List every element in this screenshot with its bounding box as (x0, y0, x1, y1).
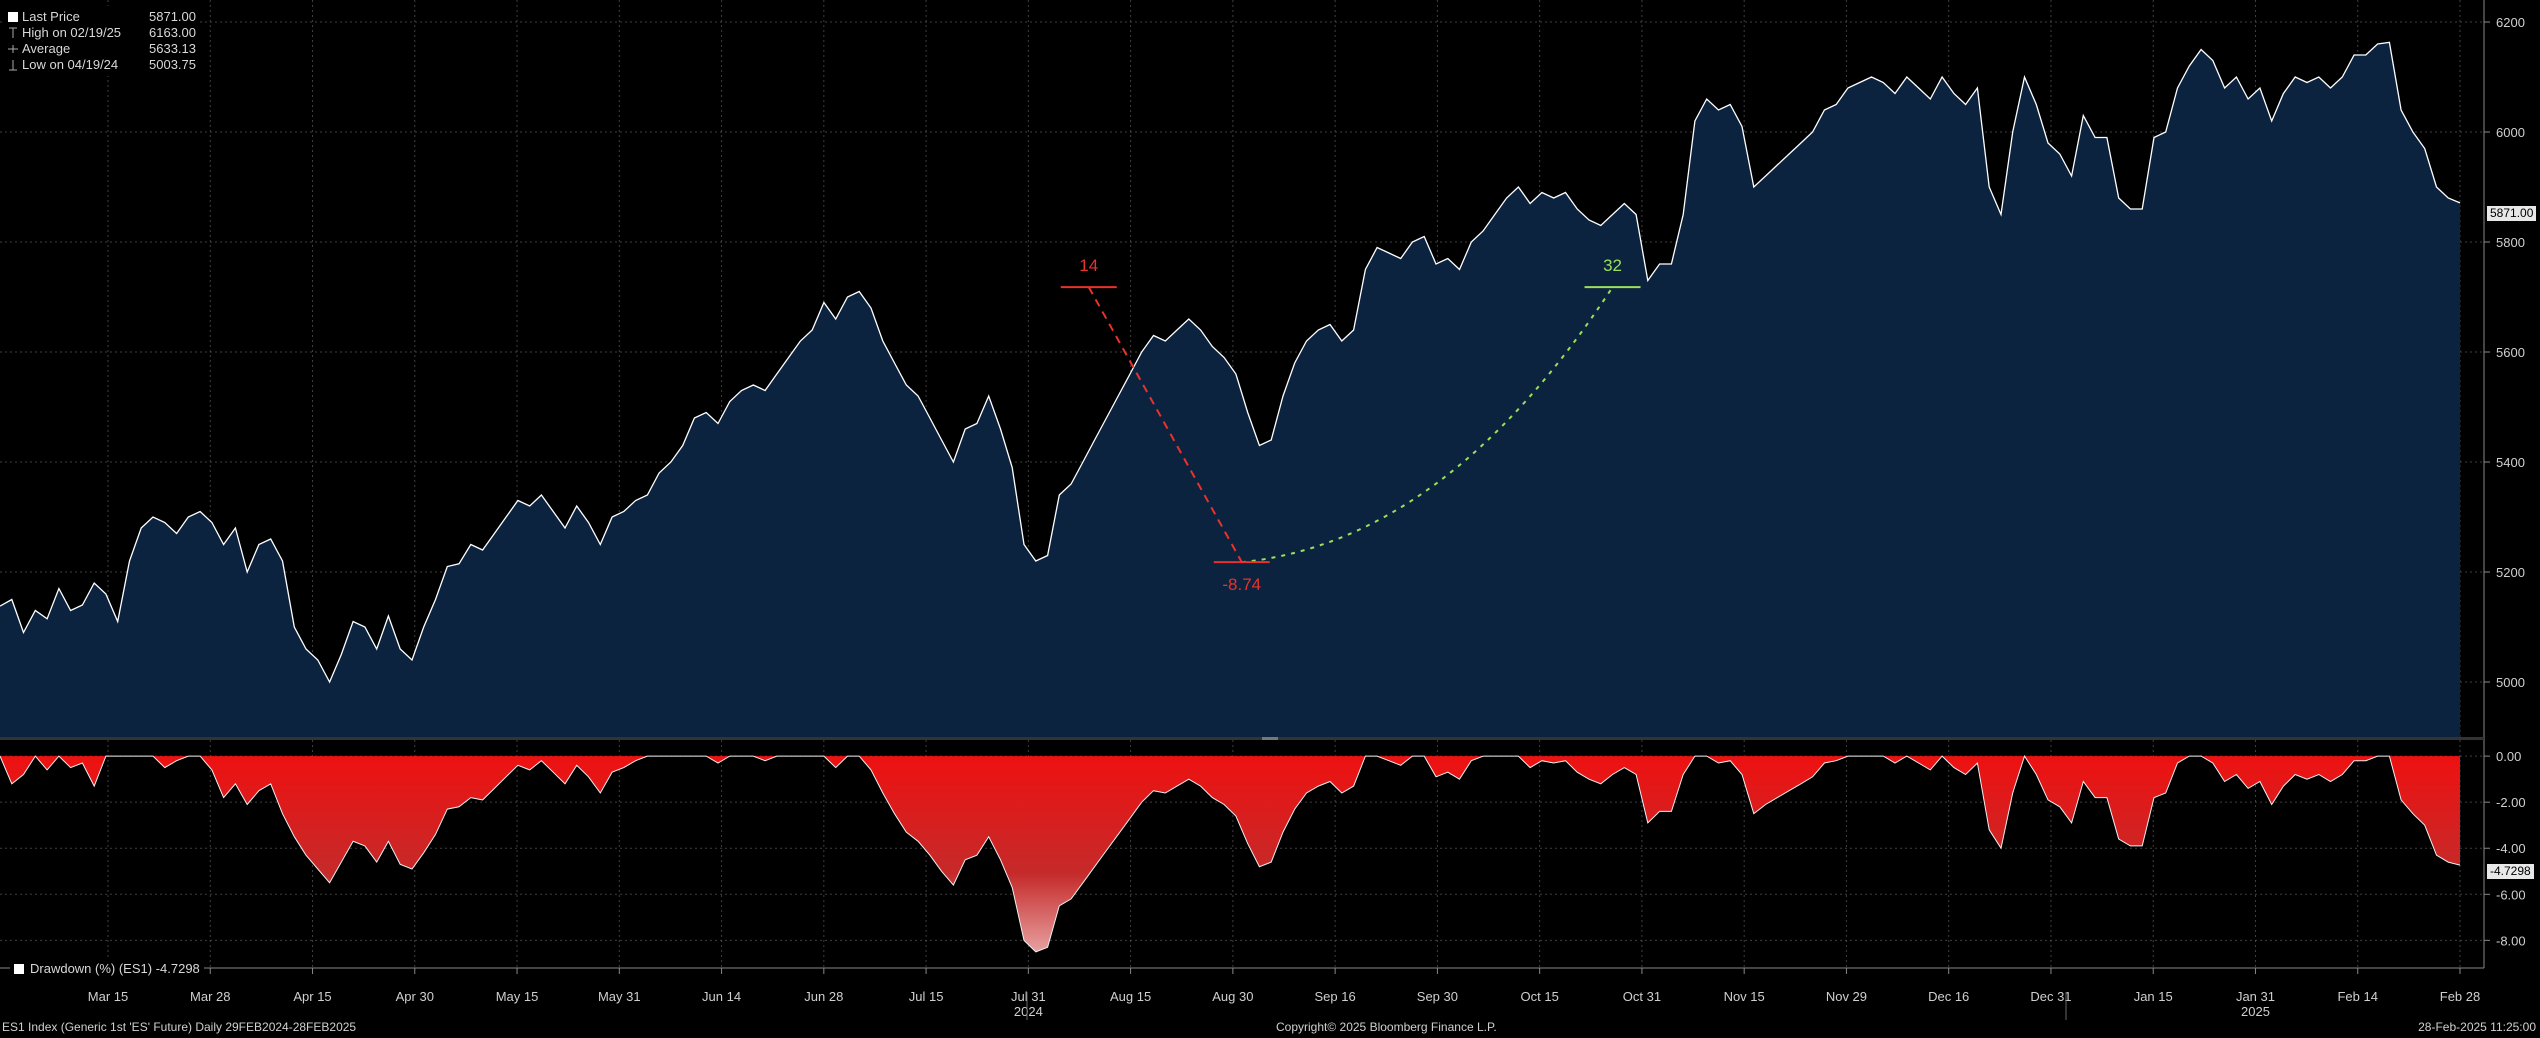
legend-value: 5633.13 (149, 41, 196, 56)
high-marker-icon (9, 27, 17, 38)
drawdown-y-tick-label: -2.00 (2496, 795, 2526, 810)
x-tick-label: May 31 (598, 989, 641, 1004)
legend-label: Average (22, 41, 71, 56)
x-tick-label: Jan 15 (2134, 989, 2173, 1004)
price-area-fill (0, 42, 2460, 737)
average-marker-icon (8, 45, 18, 53)
low-annotation-label: -8.74 (1222, 575, 1261, 594)
x-tick-label: Sep 30 (1417, 989, 1458, 1004)
legend-value: 5871.00 (149, 9, 196, 24)
x-tick-label: Mar 15 (88, 989, 128, 1004)
price-y-tick-label: 5200 (2496, 565, 2525, 580)
peak-annotation-label: 14 (1079, 256, 1098, 275)
x-tick-label: Jul 15 (909, 989, 944, 1004)
panel-separator[interactable] (0, 737, 2484, 740)
x-tick-label: Oct 15 (1521, 989, 1559, 1004)
x-tick-label: Jun 28 (804, 989, 843, 1004)
x-tick-label: Jul 31 (1011, 989, 1046, 1004)
x-tick-label: Apr 15 (293, 989, 331, 1004)
price-y-tick-label: 6200 (2496, 15, 2525, 30)
annotations: 14 -8.74 32 (1060, 256, 1641, 594)
x-tick-label: Feb 28 (2440, 989, 2480, 1004)
drawdown-y-tick-label: -8.00 (2496, 933, 2526, 948)
x-tick-label: May 15 (496, 989, 539, 1004)
drawdown-square-icon (14, 963, 24, 974)
footer-copyright: Copyright© 2025 Bloomberg Finance L.P. (1276, 1020, 1497, 1034)
drawdown-legend-label: Drawdown (%) (ES1) -4.7298 (30, 961, 200, 976)
legend-row-low: Low on 04/19/24 5003.75 (8, 57, 196, 73)
year-label: 2025 (2241, 1004, 2270, 1019)
x-tick-label: Nov 15 (1724, 989, 1765, 1004)
footer-timestamp: 28-Feb-2025 11:25:00 (2418, 1020, 2536, 1034)
x-tick-label: Nov 29 (1826, 989, 1867, 1004)
price-y-tick-label: 5800 (2496, 235, 2525, 250)
low-marker-icon (9, 60, 17, 71)
x-tick-label: Feb 14 (2337, 989, 2377, 1004)
price-line (0, 41, 2461, 684)
drawdown-line (0, 754, 2461, 953)
drawdown-arrow-line (1087, 286, 1243, 563)
price-series (0, 41, 2461, 737)
drawdown-area-fill (0, 756, 2460, 952)
price-y-tick-label: 5400 (2496, 455, 2525, 470)
x-tick-label: Jan 31 (2236, 989, 2275, 1004)
axes: Mar 15 Mar 28 Apr 15 Apr 30 May 15 May 31 Jun … (0, 0, 2526, 1020)
year-label: 2024 (1014, 1004, 1043, 1019)
x-tick-label: Jun 14 (702, 989, 741, 1004)
legend-value: 5003.75 (149, 57, 196, 72)
x-tick-label: Mar 28 (190, 989, 230, 1004)
x-tick-label: Oct 31 (1623, 989, 1661, 1004)
legend-row-high: High on 02/19/25 6163.00 (8, 25, 196, 41)
last-price-square-icon (8, 12, 18, 22)
price-y-tick-label: 6000 (2496, 125, 2525, 140)
legend-row-last: Last Price 5871.00 (8, 9, 196, 25)
x-tick-label: Aug 30 (1212, 989, 1253, 1004)
legend-row-average: Average 5633.13 (8, 41, 196, 57)
drawdown-tag: -4.7298 (2487, 864, 2534, 879)
drawdown-legend: Drawdown (%) (ES1) -4.7298 (10, 959, 204, 978)
price-y-tick-label: 5000 (2496, 675, 2525, 690)
legend-label: Low on 04/19/24 (22, 57, 119, 72)
x-tick-label: Aug 15 (1110, 989, 1151, 1004)
drawdown-y-tick-label: -4.00 (2496, 841, 2526, 856)
last-price-tag: 5871.00 (2487, 206, 2537, 221)
drawdown-y-tick-label: 0.00 (2496, 749, 2521, 764)
legend-value: 6163.00 (149, 25, 196, 40)
legend-label: High on 02/19/25 (22, 25, 122, 40)
drawdown-series (0, 754, 2461, 953)
recovery-arrow-line (1241, 286, 1614, 564)
x-tick-label: Sep 16 (1315, 989, 1356, 1004)
x-tick-label: Dec 16 (1928, 989, 1969, 1004)
price-legend: Last Price 5871.00 High on 02/19/25 6163… (4, 6, 200, 76)
x-tick-label: Apr 30 (396, 989, 434, 1004)
x-tick-label: Dec 31 (2030, 989, 2071, 1004)
price-y-tick-label: 5600 (2496, 345, 2525, 360)
footer-security: ES1 Index (Generic 1st 'ES' Future) Dail… (2, 1020, 357, 1034)
recovery-annotation-label: 32 (1603, 256, 1622, 275)
legend-label: Last Price (22, 9, 80, 24)
drawdown-y-tick-label: -6.00 (2496, 887, 2526, 902)
